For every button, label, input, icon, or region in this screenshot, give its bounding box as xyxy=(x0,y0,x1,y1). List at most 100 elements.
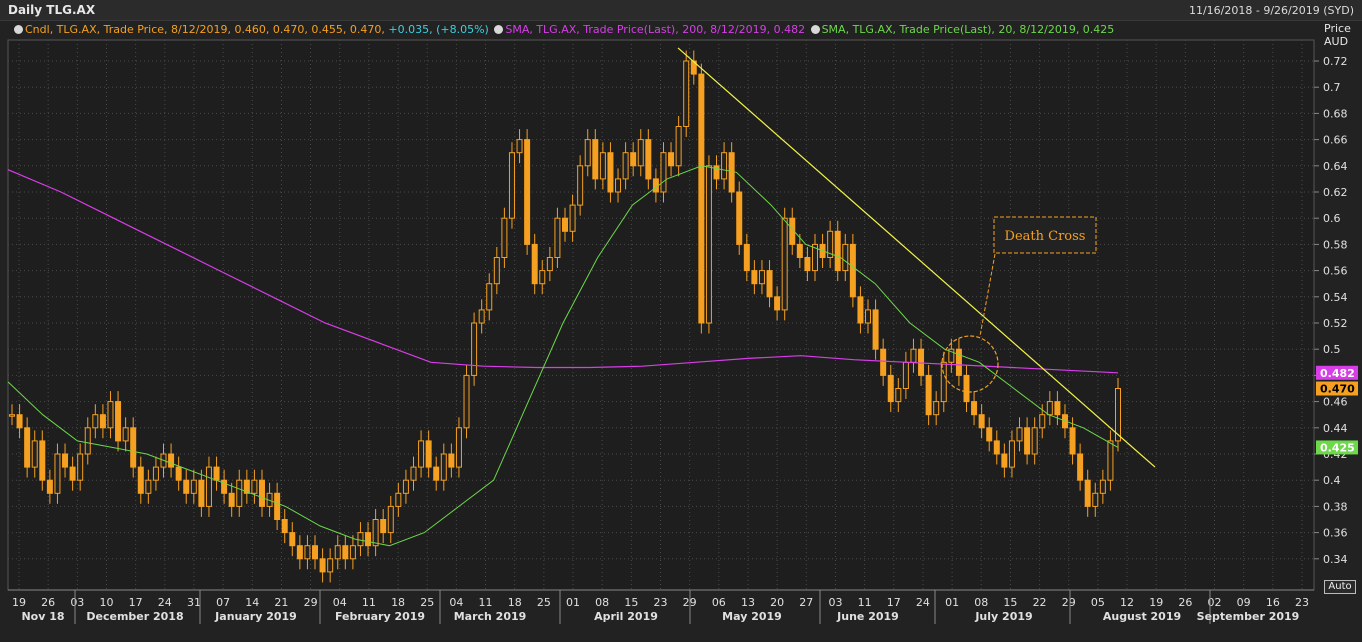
candle xyxy=(758,260,765,295)
x-tick-label: 04 xyxy=(449,596,463,609)
month-label: January 2019 xyxy=(214,610,297,623)
candle xyxy=(1107,430,1114,491)
candle xyxy=(395,482,402,517)
month-label: February 2019 xyxy=(335,610,425,623)
candle xyxy=(562,207,568,242)
x-tick-label: 11 xyxy=(479,596,493,609)
candle xyxy=(1054,391,1061,426)
y-tick-label: 0.66 xyxy=(1323,134,1348,147)
candle xyxy=(387,495,394,544)
candle xyxy=(887,364,894,413)
candle xyxy=(834,220,841,282)
candle xyxy=(342,535,349,570)
legend-toggle-icon[interactable] xyxy=(810,25,820,34)
candle xyxy=(1016,417,1023,452)
candle xyxy=(872,299,879,360)
x-tick-label: 08 xyxy=(974,596,988,609)
legend-candle[interactable]: Cndl, TLG.AX, Trade Price, 8/12/2019, 0.… xyxy=(14,23,492,36)
x-tick-label: 26 xyxy=(41,596,55,609)
candle xyxy=(190,469,197,504)
candle xyxy=(92,404,99,439)
x-tick-label: 14 xyxy=(245,596,259,609)
candle xyxy=(933,391,940,426)
candle xyxy=(418,430,425,478)
candle xyxy=(304,535,311,570)
legend-sma200-label: SMA, TLG.AX, Trade Price(Last), 200, 8/1… xyxy=(505,23,806,36)
candle xyxy=(668,142,675,177)
candle xyxy=(531,233,538,295)
candle xyxy=(508,142,515,229)
candle xyxy=(584,129,591,177)
candle xyxy=(168,443,175,478)
legend-sma20-label: SMA, TLG.AX, Trade Price(Last), 20, 8/12… xyxy=(821,23,1115,36)
x-tick-label: 04 xyxy=(333,596,347,609)
month-label: May 2019 xyxy=(722,610,782,623)
y-tick-label: 0.36 xyxy=(1323,527,1348,540)
legend-toggle-icon[interactable] xyxy=(14,25,23,34)
candle xyxy=(228,482,235,517)
candle xyxy=(971,391,978,426)
candle xyxy=(955,338,962,386)
candle xyxy=(925,364,932,426)
candle xyxy=(440,443,447,491)
candle xyxy=(312,535,319,570)
auto-scale-button[interactable]: Auto xyxy=(1324,580,1356,594)
candle xyxy=(705,155,712,334)
candle xyxy=(463,364,470,439)
candle xyxy=(137,456,144,504)
candle xyxy=(221,469,228,504)
month-label: Nov 18 xyxy=(21,610,64,623)
candle xyxy=(577,155,584,216)
x-tick-label: 26 xyxy=(1178,596,1192,609)
last-value-badges: 0.482 0.470 0.425 xyxy=(1316,365,1358,455)
candle xyxy=(69,456,76,491)
candle xyxy=(16,404,23,439)
candle xyxy=(622,142,629,190)
candlestick-series xyxy=(9,50,1121,583)
x-tick-label: 16 xyxy=(1266,596,1280,609)
candle xyxy=(31,430,38,478)
candle xyxy=(1024,417,1031,465)
candle xyxy=(39,430,46,491)
candle xyxy=(9,404,15,426)
x-tick-label: 03 xyxy=(70,596,84,609)
candle xyxy=(122,417,129,452)
candle xyxy=(1084,469,1091,517)
x-tick-label: 23 xyxy=(654,596,668,609)
legend-toggle-icon[interactable] xyxy=(494,25,504,34)
x-tick-label: 15 xyxy=(624,596,638,609)
axis-header-price: Price xyxy=(1324,22,1351,35)
candle xyxy=(130,417,137,478)
candle xyxy=(978,404,985,439)
candle xyxy=(721,142,728,190)
candle xyxy=(857,286,864,334)
x-tick-label: 25 xyxy=(537,596,551,609)
x-tick-label: 22 xyxy=(1033,596,1047,609)
x-tick-label: 08 xyxy=(595,596,609,609)
candle xyxy=(607,142,614,203)
candle xyxy=(62,443,69,478)
candle xyxy=(372,509,379,557)
x-tick-label: 11 xyxy=(858,596,872,609)
sma20-last-badge: 0.425 xyxy=(1316,440,1358,455)
x-tick-label: 20 xyxy=(770,596,784,609)
candle xyxy=(357,522,364,557)
y-tick-label: 0.52 xyxy=(1323,317,1348,330)
x-tick-label: 01 xyxy=(945,596,959,609)
legend-sma20[interactable]: SMA, TLG.AX, Trade Price(Last), 20, 8/12… xyxy=(810,23,1115,36)
y-tick-label: 0.5 xyxy=(1323,343,1341,356)
x-tick-label: 11 xyxy=(362,596,376,609)
candle xyxy=(425,430,432,478)
month-label: April 2019 xyxy=(594,610,658,623)
candle xyxy=(698,63,705,334)
x-tick-label: 02 xyxy=(1208,596,1222,609)
chart-title: Daily TLG.AX xyxy=(8,3,96,17)
candle xyxy=(24,417,31,478)
legend-sma200[interactable]: SMA, TLG.AX, Trade Price(Last), 200, 8/1… xyxy=(494,23,808,36)
x-tick-label: 19 xyxy=(12,596,26,609)
candle xyxy=(1099,469,1106,504)
candle xyxy=(349,535,356,570)
candle xyxy=(796,233,803,268)
x-tick-label: 19 xyxy=(1149,596,1163,609)
